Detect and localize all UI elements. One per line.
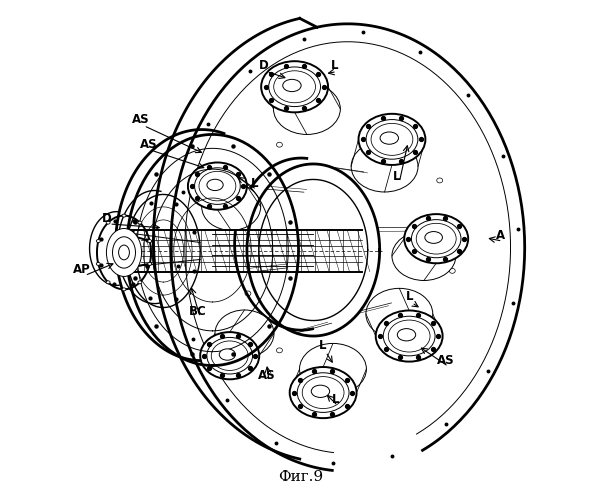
Ellipse shape <box>366 120 418 159</box>
Ellipse shape <box>383 316 435 356</box>
Ellipse shape <box>207 179 223 190</box>
Text: L: L <box>393 170 400 182</box>
Ellipse shape <box>219 349 235 360</box>
Ellipse shape <box>122 288 126 291</box>
Text: L: L <box>330 59 338 72</box>
Text: D: D <box>259 59 269 72</box>
Ellipse shape <box>416 224 456 254</box>
Text: AS: AS <box>437 354 455 367</box>
Ellipse shape <box>381 119 387 124</box>
Ellipse shape <box>200 332 259 380</box>
Ellipse shape <box>449 268 455 274</box>
Text: A: A <box>495 229 504 242</box>
Ellipse shape <box>297 373 349 412</box>
Ellipse shape <box>300 344 367 394</box>
Ellipse shape <box>366 288 433 340</box>
Ellipse shape <box>388 320 430 352</box>
Text: BC: BC <box>189 305 206 318</box>
Ellipse shape <box>106 221 110 224</box>
Ellipse shape <box>276 348 282 353</box>
Ellipse shape <box>147 262 152 266</box>
Ellipse shape <box>96 240 101 242</box>
Ellipse shape <box>113 237 135 268</box>
Ellipse shape <box>107 228 141 276</box>
Ellipse shape <box>273 84 340 134</box>
Ellipse shape <box>392 232 456 280</box>
Ellipse shape <box>411 220 461 258</box>
Ellipse shape <box>436 178 442 183</box>
Text: L: L <box>320 340 327 352</box>
Ellipse shape <box>425 232 442 243</box>
Ellipse shape <box>211 341 248 370</box>
Ellipse shape <box>413 348 419 353</box>
Ellipse shape <box>276 142 282 147</box>
Ellipse shape <box>207 338 253 374</box>
Ellipse shape <box>376 310 442 362</box>
Ellipse shape <box>245 291 251 296</box>
Ellipse shape <box>311 385 330 398</box>
Ellipse shape <box>261 61 328 112</box>
Ellipse shape <box>397 328 416 341</box>
Text: Фиг.9: Фиг.9 <box>279 470 323 484</box>
Ellipse shape <box>268 67 320 106</box>
Ellipse shape <box>302 376 344 408</box>
Ellipse shape <box>274 71 315 102</box>
Ellipse shape <box>405 214 468 264</box>
Ellipse shape <box>96 262 101 266</box>
Ellipse shape <box>371 124 413 156</box>
Text: AS: AS <box>258 369 275 382</box>
Text: L: L <box>405 290 413 303</box>
Text: AP: AP <box>73 263 91 276</box>
Ellipse shape <box>138 221 142 224</box>
Ellipse shape <box>138 281 142 284</box>
Text: AS: AS <box>132 113 150 126</box>
Text: L: L <box>332 394 339 406</box>
Ellipse shape <box>199 172 236 201</box>
Ellipse shape <box>359 114 426 165</box>
Ellipse shape <box>194 168 240 204</box>
Ellipse shape <box>119 245 129 260</box>
Ellipse shape <box>351 141 418 192</box>
Text: L: L <box>250 177 258 190</box>
Ellipse shape <box>106 281 110 284</box>
Ellipse shape <box>202 183 261 230</box>
Ellipse shape <box>188 162 247 210</box>
Ellipse shape <box>290 367 356 418</box>
Ellipse shape <box>122 214 126 217</box>
Text: AS: AS <box>140 138 157 151</box>
Ellipse shape <box>215 310 274 357</box>
Ellipse shape <box>147 240 152 242</box>
Ellipse shape <box>380 132 399 144</box>
Ellipse shape <box>283 80 301 92</box>
Text: D: D <box>102 212 111 224</box>
